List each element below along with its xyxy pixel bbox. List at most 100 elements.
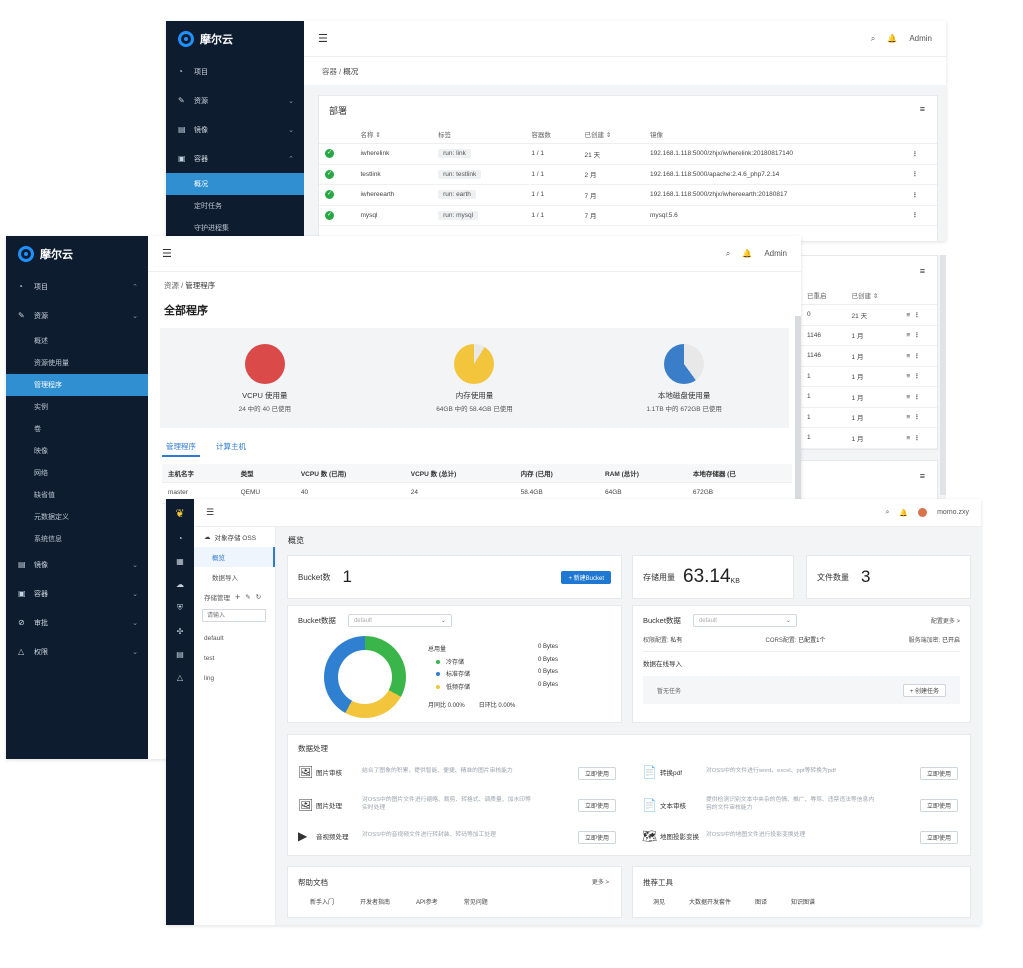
sidebar-item-w1.nav1[interactable]: ✎ 资源 ⌄: [166, 86, 304, 115]
sidebar-subitem[interactable]: 概述: [34, 338, 48, 345]
sidebar-item-w2.nav23[interactable]: △ 权限 ⌄: [6, 637, 148, 666]
column-header[interactable]: 主机名字: [162, 464, 235, 483]
deployment-name-link[interactable]: iwherelink: [354, 143, 433, 165]
menu-toggle-icon[interactable]: ☰: [206, 507, 215, 517]
help-link[interactable]: 开发者指南: [360, 900, 391, 906]
more-actions-icon[interactable]: ⋮: [905, 143, 937, 165]
sidebar-item-w2.nav21[interactable]: ▣ 容器 ⌄: [6, 579, 148, 608]
column-header[interactable]: 类型: [234, 464, 295, 483]
use-now-button[interactable]: 立即使用: [920, 799, 959, 812]
breadcrumb-item[interactable]: 容器: [322, 66, 337, 76]
column-header[interactable]: 内存 (已用): [514, 464, 600, 483]
column-header[interactable]: VCPU 数 (总计): [404, 464, 515, 483]
sidebar-item-w1.nav0[interactable]: ◔ 项目: [166, 57, 304, 86]
deployment-name-link[interactable]: iwhereearth: [354, 184, 433, 206]
use-now-button[interactable]: 立即使用: [578, 799, 617, 812]
filter-icon[interactable]: ≡: [919, 104, 925, 114]
menu-toggle-icon[interactable]: ☰: [162, 248, 172, 260]
create-task-button[interactable]: + 创建任务: [902, 683, 946, 697]
shield-icon[interactable]: ⛨: [177, 603, 183, 612]
sidebar-subitem[interactable]: 缺省值: [34, 492, 55, 499]
refresh-icon[interactable]: ↻: [255, 594, 262, 601]
bell-icon[interactable]: 🔔: [899, 509, 909, 517]
config-more-link[interactable]: 配置更多 >: [930, 619, 960, 625]
sidebar-item-w2.nav22[interactable]: ⊘ 审批 ⌄: [6, 608, 148, 637]
filter-icon[interactable]: ≡: [919, 266, 925, 276]
dashboard-icon[interactable]: ◔: [177, 534, 183, 543]
cloud-icon[interactable]: ☁: [176, 580, 184, 589]
tools-icon[interactable]: ✣: [176, 627, 184, 636]
nav-overview[interactable]: 概览: [194, 547, 275, 567]
use-now-button[interactable]: 立即使用: [920, 831, 959, 844]
bucket-select[interactable]: default ⌄: [692, 614, 797, 627]
nav-data-import[interactable]: 数据导入: [212, 575, 238, 582]
row-actions[interactable]: ≡ ⋮: [900, 345, 937, 367]
sidebar-subitem[interactable]: 卷: [34, 426, 41, 433]
add-icon[interactable]: +: [235, 592, 241, 602]
tab-hypervisors[interactable]: 管理程序: [162, 441, 200, 457]
column-header[interactable]: 本地存储器 (已: [686, 464, 792, 483]
sidebar-subitem[interactable]: 元数据定义: [34, 514, 69, 521]
menu-toggle-icon[interactable]: ☰: [318, 33, 328, 45]
doc-icon[interactable]: ▤: [176, 650, 184, 659]
help-more-link[interactable]: 更多 >: [591, 880, 609, 886]
row-actions[interactable]: ≡ ⋮: [900, 427, 937, 449]
more-actions-icon[interactable]: ⋮: [905, 184, 937, 206]
sidebar-subitem[interactable]: 守护进程集: [194, 225, 229, 232]
column-header[interactable]: 容器数: [525, 125, 579, 144]
column-header[interactable]: 已重启: [801, 286, 846, 305]
grid-icon[interactable]: ▦: [176, 557, 184, 566]
sidebar-item-w2.nav0[interactable]: ◔ 项目 ⌃: [6, 272, 148, 301]
search-icon[interactable]: ⌕: [725, 248, 731, 258]
row-actions[interactable]: ≡ ⋮: [900, 386, 937, 408]
bucket-search-input[interactable]: [202, 609, 266, 622]
avatar[interactable]: [918, 508, 928, 517]
deployment-name-link[interactable]: testlink: [354, 164, 433, 185]
search-icon[interactable]: ⌕: [885, 508, 890, 516]
sidebar-subitem[interactable]: 系统信息: [34, 536, 62, 543]
row-actions[interactable]: ≡ ⋮: [900, 407, 937, 428]
edit-icon[interactable]: ✎: [245, 594, 251, 601]
bucket-list-item[interactable]: default: [204, 634, 224, 642]
use-now-button[interactable]: 立即使用: [578, 767, 617, 780]
sidebar-subitem[interactable]: 资源使用量: [34, 360, 69, 367]
sidebar-item-w1.nav3[interactable]: ▣ 容器 ⌃: [166, 144, 304, 173]
more-actions-icon[interactable]: ⋮: [905, 205, 937, 226]
new-bucket-button[interactable]: + 新建Bucket: [561, 570, 611, 584]
tool-link[interactable]: 洞见: [653, 900, 666, 906]
help-link[interactable]: API参考: [416, 900, 438, 906]
alert-icon[interactable]: △: [176, 673, 184, 682]
bell-icon[interactable]: 🔔: [887, 34, 898, 43]
sidebar-subitem[interactable]: 映像: [34, 448, 48, 455]
tool-link[interactable]: 图译: [755, 900, 768, 906]
column-header[interactable]: 已创建 ⇕: [845, 286, 901, 305]
column-header[interactable]: 已创建 ⇕: [578, 125, 644, 144]
help-link[interactable]: 常见问题: [463, 900, 488, 906]
tool-link[interactable]: 知识图谱: [791, 900, 816, 906]
sidebar-subitem[interactable]: 网络: [34, 470, 48, 477]
column-header[interactable]: 镜像: [643, 125, 906, 144]
column-header[interactable]: VCPU 数 (已用): [294, 464, 405, 483]
user-name[interactable]: momo.zxy: [937, 509, 969, 516]
admin-user[interactable]: Admin: [909, 34, 932, 43]
sidebar-subitem[interactable]: 管理程序: [6, 374, 148, 396]
bucket-list-item[interactable]: ling: [204, 674, 215, 682]
sidebar-subitem[interactable]: 定时任务: [194, 203, 222, 210]
help-link[interactable]: 新手入门: [310, 900, 335, 906]
filter-icon[interactable]: ≡: [919, 471, 925, 481]
more-actions-icon[interactable]: ⋮: [905, 164, 937, 185]
sidebar-subitem[interactable]: 实例: [34, 404, 48, 411]
use-now-button[interactable]: 立即使用: [920, 767, 959, 780]
scrollbar[interactable]: [795, 316, 801, 499]
column-header[interactable]: 名称 ⇕: [354, 125, 433, 144]
sidebar-item-w1.nav2[interactable]: ▤ 镜像 ⌄: [166, 115, 304, 144]
row-actions[interactable]: ≡ ⋮: [900, 366, 937, 387]
deployment-name-link[interactable]: mysql: [354, 205, 433, 226]
tool-link[interactable]: 大数据开发套件: [689, 900, 732, 906]
bell-icon[interactable]: 🔔: [742, 249, 753, 258]
sidebar-item-w2.nav1[interactable]: ✎ 资源 ⌄: [6, 301, 148, 330]
row-actions[interactable]: ≡ ⋮: [900, 325, 937, 346]
bucket-list-item[interactable]: test: [204, 654, 215, 662]
sidebar-item-w2.nav20[interactable]: ▤ 镜像 ⌄: [6, 550, 148, 579]
tab-compute-hosts[interactable]: 计算主机: [216, 442, 246, 451]
